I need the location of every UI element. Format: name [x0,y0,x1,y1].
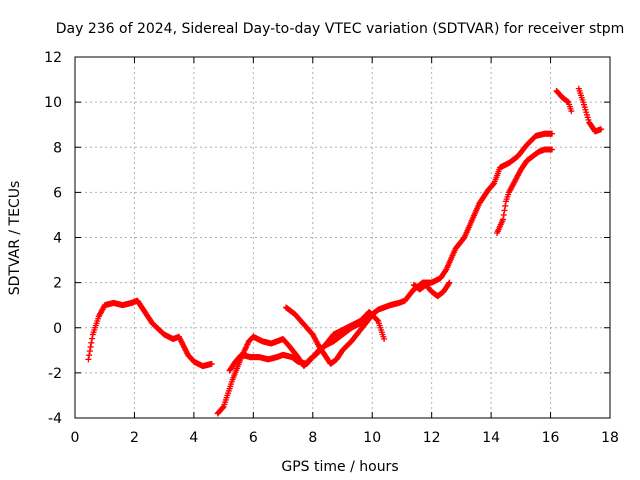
data-point [549,130,556,137]
data-point [500,211,507,218]
y-tick-label: 12 [44,50,62,66]
series-track-d [283,304,379,367]
x-tick-label: 16 [542,430,560,446]
data-point [85,356,92,363]
x-axis-label: GPS time / hours [281,459,398,475]
x-tick-label: 2 [130,430,139,446]
series-track-f [494,146,556,236]
data-points [85,85,605,417]
series-track-b [214,130,556,417]
x-tick-label: 4 [189,430,198,446]
data-point [208,360,215,367]
data-point [89,335,96,342]
data-point [501,207,508,214]
series-track-e [410,279,453,300]
series-track-a [85,297,215,370]
x-tick-label: 8 [308,430,317,446]
data-point [598,126,605,133]
series-track-h [575,85,605,135]
series-track-g [553,87,575,115]
y-tick-label: 4 [53,231,62,247]
x-tick-label: 10 [363,430,381,446]
x-tick-label: 18 [601,430,619,446]
data-point [549,146,556,153]
data-point [381,336,388,343]
y-tick-label: 8 [53,140,62,156]
y-axis-label: SDTVAR / TECUs [7,181,23,296]
y-tick-label: -4 [48,411,62,427]
tick-labels: 0 2 4 6 8 10 12 14 16 18 -4 -2 0 2 4 6 8 10 12 [44,50,619,446]
x-tick-label: 14 [482,430,500,446]
data-point [446,279,453,286]
y-tick-label: -2 [48,366,62,382]
y-tick-label: 6 [53,185,62,201]
data-point [219,404,226,411]
series-track-c [226,308,388,374]
axis-ticks [74,56,611,419]
y-tick-label: 0 [53,321,62,337]
grid-lines [75,57,610,418]
y-tick-label: 10 [44,95,62,111]
data-point [445,280,452,287]
y-tick-label: 2 [53,276,62,292]
data-point [502,202,509,209]
data-point [86,348,93,355]
data-point [371,309,378,316]
data-point [86,352,93,359]
x-tick-label: 12 [423,430,441,446]
data-point [568,108,575,115]
x-tick-label: 6 [249,430,258,446]
data-point [88,339,95,346]
x-tick-label: 0 [71,430,80,446]
chart-title: Day 236 of 2024, Sidereal Day-to-day VTE… [56,21,625,37]
data-point [87,343,94,350]
data-point [372,308,379,315]
data-point [500,216,506,223]
data-point [374,317,381,324]
